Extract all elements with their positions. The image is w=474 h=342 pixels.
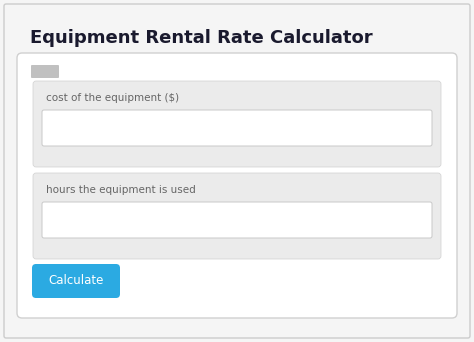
FancyBboxPatch shape [42,202,432,238]
FancyBboxPatch shape [33,81,441,167]
Text: Calculate: Calculate [48,275,104,288]
FancyBboxPatch shape [4,4,470,338]
FancyBboxPatch shape [31,65,59,78]
FancyBboxPatch shape [33,173,441,259]
Text: Equipment Rental Rate Calculator: Equipment Rental Rate Calculator [30,29,373,47]
FancyBboxPatch shape [17,53,457,318]
Text: cost of the equipment ($): cost of the equipment ($) [46,93,179,103]
FancyBboxPatch shape [32,264,120,298]
FancyBboxPatch shape [42,110,432,146]
Text: hours the equipment is used: hours the equipment is used [46,185,196,195]
